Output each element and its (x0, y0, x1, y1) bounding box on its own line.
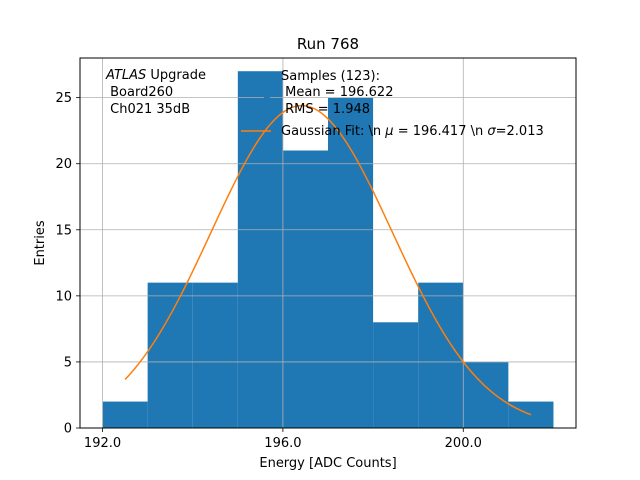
histogram-bar-1 (147, 282, 193, 428)
histogram-bar-5 (328, 97, 374, 429)
annotation-line-1: ATLAS Upgrade (105, 68, 206, 83)
legend-samples-swatch (264, 89, 270, 98)
legend-fit-mu: μ (384, 124, 393, 139)
x-tick-label-1: 196.0 (264, 436, 301, 451)
annotation-upgrade: Upgrade (146, 68, 206, 83)
y-tick-label-0: 0 (64, 422, 72, 437)
histogram-bar-7 (418, 282, 464, 428)
annotation-line-3: Ch021 35dB (106, 102, 190, 117)
annotation-atlas: ATLAS (105, 68, 146, 83)
x-axis-title: Energy [ADC Counts] (259, 456, 396, 471)
x-tick-label-0: 192.0 (84, 436, 121, 451)
histogram-bar-2 (192, 282, 238, 428)
y-tick-label-4: 20 (55, 157, 72, 172)
fit-layer (124, 104, 532, 416)
legend-fit-prefix: Gaussian Fit: \n (281, 124, 385, 139)
y-tick-label-3: 15 (55, 223, 72, 238)
histogram-bar-0 (102, 401, 148, 428)
legend-rms: RMS = 1.948 (281, 102, 370, 117)
annotation-line-2: Board260 (106, 85, 173, 100)
x-tick-label-2: 200.0 (445, 436, 482, 451)
gaussian-fit-curve (124, 104, 532, 416)
y-tick-label-2: 10 (55, 289, 72, 304)
bars-layer (102, 71, 554, 429)
histogram-bar-9 (508, 401, 554, 428)
y-tick-label-5: 25 (55, 91, 72, 106)
legend-samples-title: Samples (123): (281, 69, 380, 84)
y-axis-title: Entries (33, 220, 48, 266)
chart-title: Run 768 (297, 35, 359, 53)
legend-fit-label: Gaussian Fit: \n μ = 196.417 \n σ=2.013 (281, 124, 544, 139)
histogram-bar-8 (463, 361, 509, 428)
atlas-annotation: ATLAS Upgrade Board260 Ch021 35dB (105, 68, 206, 117)
y-tick-label-1: 5 (64, 355, 72, 370)
histogram-bar-6 (373, 322, 419, 428)
legend-fit-sigma-value: =2.013 (496, 124, 544, 139)
legend-fit-mu-value: = 196.417 \n (394, 124, 488, 139)
legend-fit-sigma: σ (487, 124, 496, 139)
legend-mean: Mean = 196.622 (281, 85, 393, 100)
ticks-layer: 192.0 196.0 200.0 0 5 10 15 20 25 (55, 91, 481, 451)
histogram-bar-4 (282, 150, 328, 428)
legend: Samples (123): Mean = 196.622 RMS = 1.94… (241, 69, 544, 139)
histogram-bar-3 (237, 71, 283, 428)
plot-frame (79, 57, 577, 429)
